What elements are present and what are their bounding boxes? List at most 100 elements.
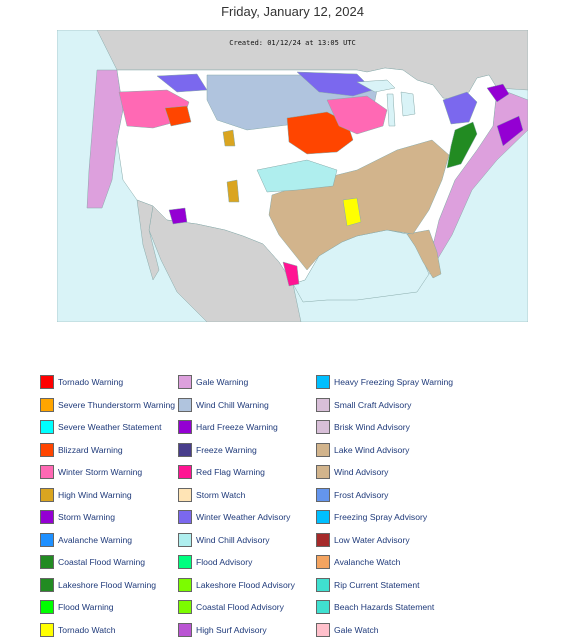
legend-swatch	[40, 533, 54, 547]
legend-swatch	[178, 623, 192, 637]
legend-item: Tornado Watch	[40, 619, 178, 641]
legend-label: Avalanche Warning	[58, 535, 132, 545]
legend-item: Coastal Flood Warning	[40, 551, 178, 574]
legend-swatch	[40, 578, 54, 592]
legend-label: Small Craft Advisory	[334, 400, 411, 410]
legend-swatch	[40, 600, 54, 614]
legend-label: Freezing Spray Advisory	[334, 512, 427, 522]
legend-item: Avalanche Watch	[316, 551, 476, 574]
legend-swatch	[40, 465, 54, 479]
legend-column: Tornado Warning Severe Thunderstorm Warni…	[40, 371, 178, 641]
legend-label: Lake Wind Advisory	[334, 445, 409, 455]
legend-swatch	[178, 555, 192, 569]
legend-swatch	[316, 398, 330, 412]
legend-swatch	[316, 600, 330, 614]
legend-item: High Wind Warning	[40, 484, 178, 507]
legend-item: Lakeshore Flood Advisory	[178, 574, 316, 597]
hazard-legend: Tornado Warning Severe Thunderstorm Warni…	[40, 371, 560, 637]
legend-label: Gale Warning	[196, 377, 248, 387]
legend-label: Coastal Flood Advisory	[196, 602, 284, 612]
legend-label: Avalanche Watch	[334, 557, 400, 567]
legend-label: Frost Advisory	[334, 490, 388, 500]
legend-item: Freeze Warning	[178, 439, 316, 462]
legend-item: Small Craft Advisory	[316, 394, 476, 417]
legend-item: High Surf Advisory	[178, 619, 316, 641]
legend-item: Hard Freeze Warning	[178, 416, 316, 439]
legend-item: Tornado Warning	[40, 371, 178, 394]
legend-label: Flood Advisory	[196, 557, 252, 567]
page-title: Friday, January 12, 2024	[0, 4, 585, 19]
legend-swatch	[316, 578, 330, 592]
legend-label: Severe Weather Statement	[58, 422, 162, 432]
legend-label: Flood Warning	[58, 602, 114, 612]
legend-label: Storm Watch	[196, 490, 245, 500]
high-wind-warning-plains	[223, 130, 235, 146]
weather-hazards-map: Created: 01/12/24 at 13:05 UTC	[57, 30, 528, 322]
legend-label: Heavy Freezing Spray Warning	[334, 377, 453, 387]
legend-item: Avalanche Warning	[40, 529, 178, 552]
legend-column: Heavy Freezing Spray Warning Small Craft …	[316, 371, 476, 641]
legend-swatch	[316, 555, 330, 569]
legend-swatch	[178, 510, 192, 524]
legend-item: Coastal Flood Advisory	[178, 596, 316, 619]
legend-label: High Wind Warning	[58, 490, 132, 500]
legend-item: Red Flag Warning	[178, 461, 316, 484]
legend-swatch	[178, 600, 192, 614]
legend-swatch	[178, 443, 192, 457]
legend-item: Lakeshore Flood Warning	[40, 574, 178, 597]
legend-label: Tornado Warning	[58, 377, 123, 387]
legend-label: Severe Thunderstorm Warning	[58, 400, 175, 410]
legend-label: High Surf Advisory	[196, 625, 267, 635]
legend-swatch	[40, 555, 54, 569]
legend-item: Flood Warning	[40, 596, 178, 619]
legend-swatch	[316, 623, 330, 637]
legend-item: Beach Hazards Statement	[316, 596, 476, 619]
legend-item: Freezing Spray Advisory	[316, 506, 476, 529]
legend-item: Severe Thunderstorm Warning	[40, 394, 178, 417]
high-wind-warning-rockies	[227, 180, 239, 202]
legend-swatch	[40, 375, 54, 389]
legend-column: Gale Warning Wind Chill Warning Hard Freez…	[178, 371, 316, 641]
legend-item: Lake Wind Advisory	[316, 439, 476, 462]
legend-swatch	[40, 420, 54, 434]
legend-swatch	[40, 488, 54, 502]
legend-label: Blizzard Warning	[58, 445, 123, 455]
legend-label: Beach Hazards Statement	[334, 602, 434, 612]
legend-swatch	[40, 623, 54, 637]
legend-item: Severe Weather Statement	[40, 416, 178, 439]
legend-swatch	[316, 375, 330, 389]
legend-item: Wind Advisory	[316, 461, 476, 484]
legend-item: Heavy Freezing Spray Warning	[316, 371, 476, 394]
legend-item: Rip Current Statement	[316, 574, 476, 597]
legend-swatch	[40, 510, 54, 524]
map-created-timestamp: Created: 01/12/24 at 13:05 UTC	[57, 39, 528, 47]
legend-item: Winter Storm Warning	[40, 461, 178, 484]
legend-swatch	[316, 533, 330, 547]
legend-swatch	[178, 533, 192, 547]
legend-item: Brisk Wind Advisory	[316, 416, 476, 439]
legend-label: Wind Chill Warning	[196, 400, 269, 410]
legend-item: Storm Watch	[178, 484, 316, 507]
map-svg	[57, 30, 528, 322]
legend-swatch	[178, 488, 192, 502]
legend-item: Wind Chill Warning	[178, 394, 316, 417]
legend-item: Gale Warning	[178, 371, 316, 394]
legend-item: Low Water Advisory	[316, 529, 476, 552]
legend-item: Flood Advisory	[178, 551, 316, 574]
legend-label: Storm Warning	[58, 512, 115, 522]
legend-swatch	[178, 375, 192, 389]
legend-swatch	[40, 398, 54, 412]
legend-swatch	[178, 398, 192, 412]
legend-label: Gale Watch	[334, 625, 379, 635]
lake-huron	[401, 92, 415, 116]
legend-item: Storm Warning	[40, 506, 178, 529]
legend-swatch	[40, 443, 54, 457]
legend-swatch	[178, 465, 192, 479]
legend-label: Winter Storm Warning	[58, 467, 142, 477]
legend-swatch	[178, 420, 192, 434]
legend-swatch	[316, 443, 330, 457]
legend-item: Winter Weather Advisory	[178, 506, 316, 529]
legend-label: Rip Current Statement	[334, 580, 420, 590]
legend-label: Coastal Flood Warning	[58, 557, 145, 567]
